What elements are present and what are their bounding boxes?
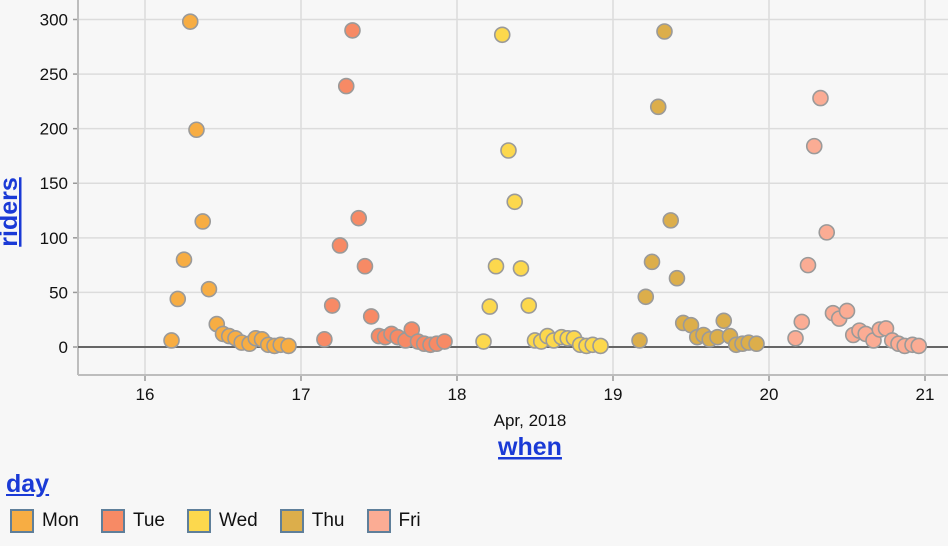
legend-item-tue[interactable]: Tue	[97, 509, 165, 533]
data-point-fri	[812, 89, 829, 107]
data-point-wed	[493, 26, 511, 44]
data-points	[163, 13, 928, 355]
data-point-thu	[662, 212, 680, 229]
y-axis-title[interactable]: riders	[0, 177, 23, 246]
data-point-thu	[748, 335, 765, 353]
data-point-thu	[715, 312, 733, 330]
legend-label: Thu	[311, 510, 345, 531]
data-point-fri	[838, 302, 856, 320]
y-tick-label: 200	[40, 120, 68, 139]
axes: 0 50 100 150 200 250 300 16 17 18 19 20 21	[40, 0, 948, 404]
data-point-wed	[592, 337, 609, 355]
data-point-mon	[200, 280, 218, 298]
data-point-tue	[356, 257, 374, 275]
grid	[78, 0, 948, 375]
x-tick-label: 18	[448, 385, 467, 404]
scatter-chart: 0 50 100 150 200 250 300 16 17 18 19 20 21 riders Ap…	[0, 0, 948, 461]
y-tick-label: 300	[40, 10, 68, 29]
data-point-thu	[631, 332, 648, 349]
data-point-thu	[643, 253, 661, 271]
legend-item-fri[interactable]: Fri	[363, 509, 421, 533]
y-tick-label: 0	[59, 338, 68, 357]
data-point-mon	[181, 13, 199, 30]
legend-swatch	[10, 509, 34, 533]
data-point-wed	[500, 142, 517, 159]
legend-label: Mon	[42, 510, 79, 531]
x-tick-label: 19	[604, 385, 623, 404]
x-axis-subtitle: Apr, 2018	[494, 411, 567, 430]
y-tick-label: 50	[49, 283, 68, 302]
data-point-fri	[793, 313, 811, 331]
y-tick-label: 100	[40, 229, 68, 248]
data-point-thu	[668, 269, 686, 287]
legend-item-thu[interactable]: Thu	[276, 509, 345, 533]
legend-label: Fri	[398, 510, 421, 531]
data-point-mon	[169, 290, 187, 308]
data-point-thu	[637, 288, 655, 306]
data-point-tue	[323, 297, 341, 314]
x-tick-label: 21	[916, 385, 935, 404]
data-point-tue	[331, 237, 349, 254]
x-tick-label: 20	[760, 385, 779, 404]
legend-swatch	[279, 509, 304, 533]
x-tick-label: 17	[292, 385, 311, 404]
data-point-wed	[506, 193, 524, 211]
legend-label: Wed	[219, 510, 258, 531]
data-point-tue	[436, 333, 453, 350]
legend-swatch	[366, 509, 391, 533]
data-point-mon	[194, 213, 212, 230]
legend-swatch	[187, 509, 212, 533]
legend-label: Tue	[132, 510, 166, 531]
data-point-tue	[337, 77, 355, 95]
data-point-wed	[512, 260, 530, 277]
legend-items: Mon Tue Wed Thu Fri	[6, 509, 606, 533]
legend-item-wed[interactable]: Wed	[183, 509, 258, 533]
data-point-fri	[910, 337, 928, 355]
data-point-fri	[787, 329, 804, 347]
legend-title[interactable]: day	[6, 470, 50, 498]
data-point-wed	[481, 298, 499, 315]
data-point-tue	[362, 308, 380, 325]
y-tick-label: 250	[40, 65, 68, 84]
data-point-wed	[487, 257, 505, 275]
data-point-wed	[475, 333, 492, 350]
y-tick-label: 150	[40, 174, 68, 193]
data-point-mon	[163, 332, 180, 349]
data-point-tue	[350, 209, 368, 227]
x-tick-label: 16	[136, 385, 155, 404]
data-point-wed	[520, 297, 538, 314]
data-point-tue	[344, 22, 361, 39]
legend-item-mon[interactable]: Mon	[6, 509, 79, 533]
data-point-thu	[649, 98, 667, 116]
data-point-mon	[280, 337, 297, 355]
legend-swatch	[100, 509, 125, 533]
data-point-thu	[656, 23, 673, 40]
data-point-tue	[316, 331, 333, 348]
x-axis-title[interactable]: when	[497, 433, 562, 461]
data-point-fri	[799, 256, 817, 274]
data-point-mon	[188, 121, 205, 139]
data-point-mon	[175, 251, 193, 268]
data-point-fri	[805, 137, 823, 155]
data-point-fri	[818, 224, 836, 241]
legend: day Mon Tue Wed Thu Fri	[6, 470, 606, 533]
